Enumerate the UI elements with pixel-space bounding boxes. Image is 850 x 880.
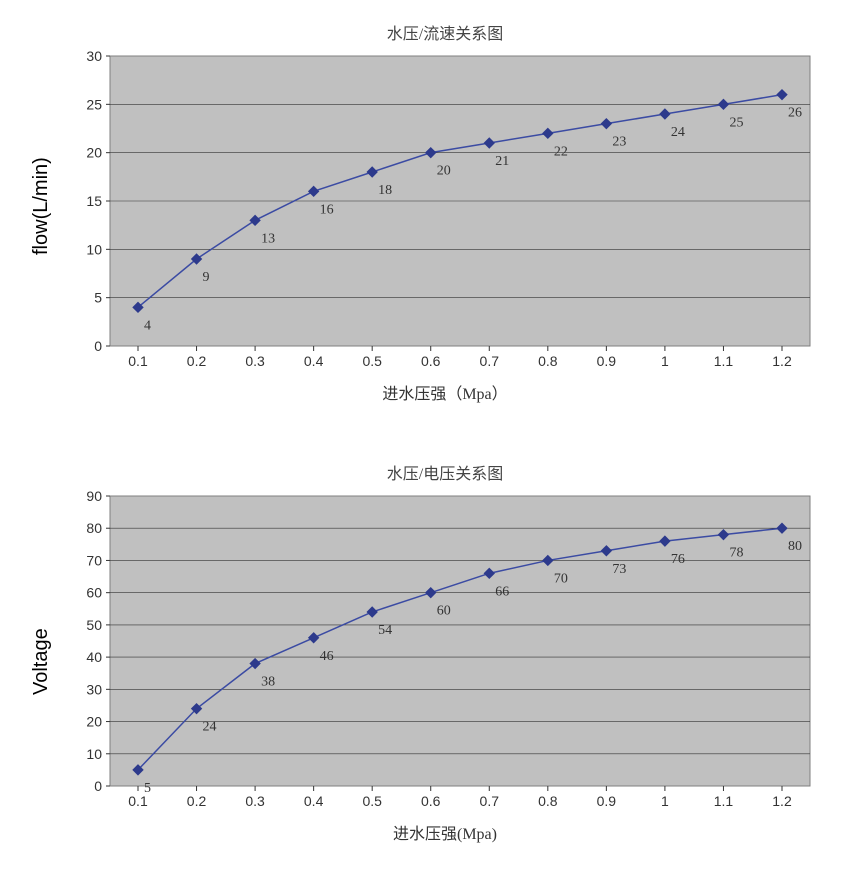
x-tick-label: 1.1	[714, 353, 734, 369]
y-tick-label: 70	[86, 552, 102, 568]
x-tick-label: 0.3	[245, 353, 265, 369]
data-label: 9	[203, 270, 210, 285]
data-label: 46	[320, 649, 334, 664]
y-axis-label-voltage: Voltage	[30, 628, 53, 695]
y-tick-label: 0	[94, 338, 102, 354]
y-tick-label: 10	[86, 746, 102, 762]
x-tick-label: 0.4	[304, 353, 324, 369]
x-axis-label: 进水压强（Mpa）	[60, 380, 830, 404]
data-label: 78	[729, 546, 743, 561]
y-tick-label: 80	[86, 520, 102, 536]
x-tick-label: 1	[661, 793, 669, 809]
data-label: 24	[671, 125, 685, 140]
x-tick-label: 1.2	[772, 793, 792, 809]
chart-title: 水压/电压关系图	[60, 460, 830, 484]
data-label: 5	[144, 781, 151, 796]
data-label: 16	[320, 202, 334, 217]
data-label: 22	[554, 144, 568, 159]
x-tick-label: 0.8	[538, 353, 558, 369]
data-label: 18	[378, 183, 392, 198]
data-label: 24	[203, 720, 217, 735]
x-tick-label: 0.9	[597, 353, 617, 369]
y-tick-label: 20	[86, 145, 102, 161]
data-label: 4	[144, 318, 151, 333]
x-tick-label: 0.3	[245, 793, 265, 809]
y-tick-label: 5	[94, 290, 102, 306]
plot-area	[110, 496, 810, 786]
x-tick-label: 0.4	[304, 793, 324, 809]
y-tick-label: 30	[86, 681, 102, 697]
flow-chart-plot: 0 5 10 15 20 25 30 0.1 0.2 0.3 0.4 0.5 0.6 0.7 0.8 0.9 1…	[60, 50, 820, 376]
y-tick-label: 10	[86, 241, 102, 257]
voltage-chart-block: 水压/电压关系图 01020304050607080900.10.20.30.4…	[60, 460, 830, 844]
y-tick-label: 25	[86, 96, 102, 112]
x-tick-label: 0.7	[480, 793, 500, 809]
y-tick-label: 0	[94, 778, 102, 794]
data-label: 80	[788, 539, 802, 554]
y-tick-label: 20	[86, 714, 102, 730]
data-label: 70	[554, 571, 568, 586]
x-tick-label: 0.6	[421, 353, 441, 369]
page: 水压/流速关系图 0510152025300.10.20.30.40.50.60…	[0, 0, 850, 880]
x-tick-label: 0.5	[362, 353, 382, 369]
y-axis-label-flow: flow(L/min)	[30, 157, 53, 255]
x-tick-label: 0.7	[480, 353, 500, 369]
x-tick-label: 0.8	[538, 793, 558, 809]
x-tick-label: 0.2	[187, 353, 207, 369]
x-tick-label: 0.9	[597, 793, 617, 809]
data-label: 13	[261, 231, 275, 246]
x-tick-label: 1	[661, 353, 669, 369]
x-tick-label: 1.2	[772, 353, 792, 369]
data-label: 26	[788, 106, 802, 121]
data-label: 73	[612, 562, 626, 577]
data-label: 25	[729, 115, 743, 130]
data-label: 66	[495, 584, 509, 599]
x-tick-label: 0.2	[187, 793, 207, 809]
flow-chart-block: 水压/流速关系图 0510152025300.10.20.30.40.50.60…	[60, 20, 830, 404]
x-tick-label: 0.5	[362, 793, 382, 809]
x-tick-label: 1.1	[714, 793, 734, 809]
data-label: 21	[495, 154, 509, 169]
data-label: 54	[378, 623, 392, 638]
y-tick-label: 30	[86, 50, 102, 64]
x-axis-label: 进水压强(Mpa)	[60, 820, 830, 844]
y-tick-label: 60	[86, 585, 102, 601]
data-label: 20	[437, 164, 451, 179]
chart-title: 水压/流速关系图	[60, 20, 830, 44]
y-tick-label: 15	[86, 193, 102, 209]
y-tick-label: 90	[86, 490, 102, 504]
data-label: 23	[612, 135, 626, 150]
data-label: 60	[437, 604, 451, 619]
y-tick-label: 40	[86, 649, 102, 665]
y-tick-label: 50	[86, 617, 102, 633]
data-label: 38	[261, 675, 275, 690]
data-label: 76	[671, 552, 685, 567]
x-tick-label: 0.6	[421, 793, 441, 809]
x-tick-label: 0.1	[128, 353, 148, 369]
voltage-chart-plot: 01020304050607080900.10.20.30.40.50.60.7…	[60, 490, 820, 816]
